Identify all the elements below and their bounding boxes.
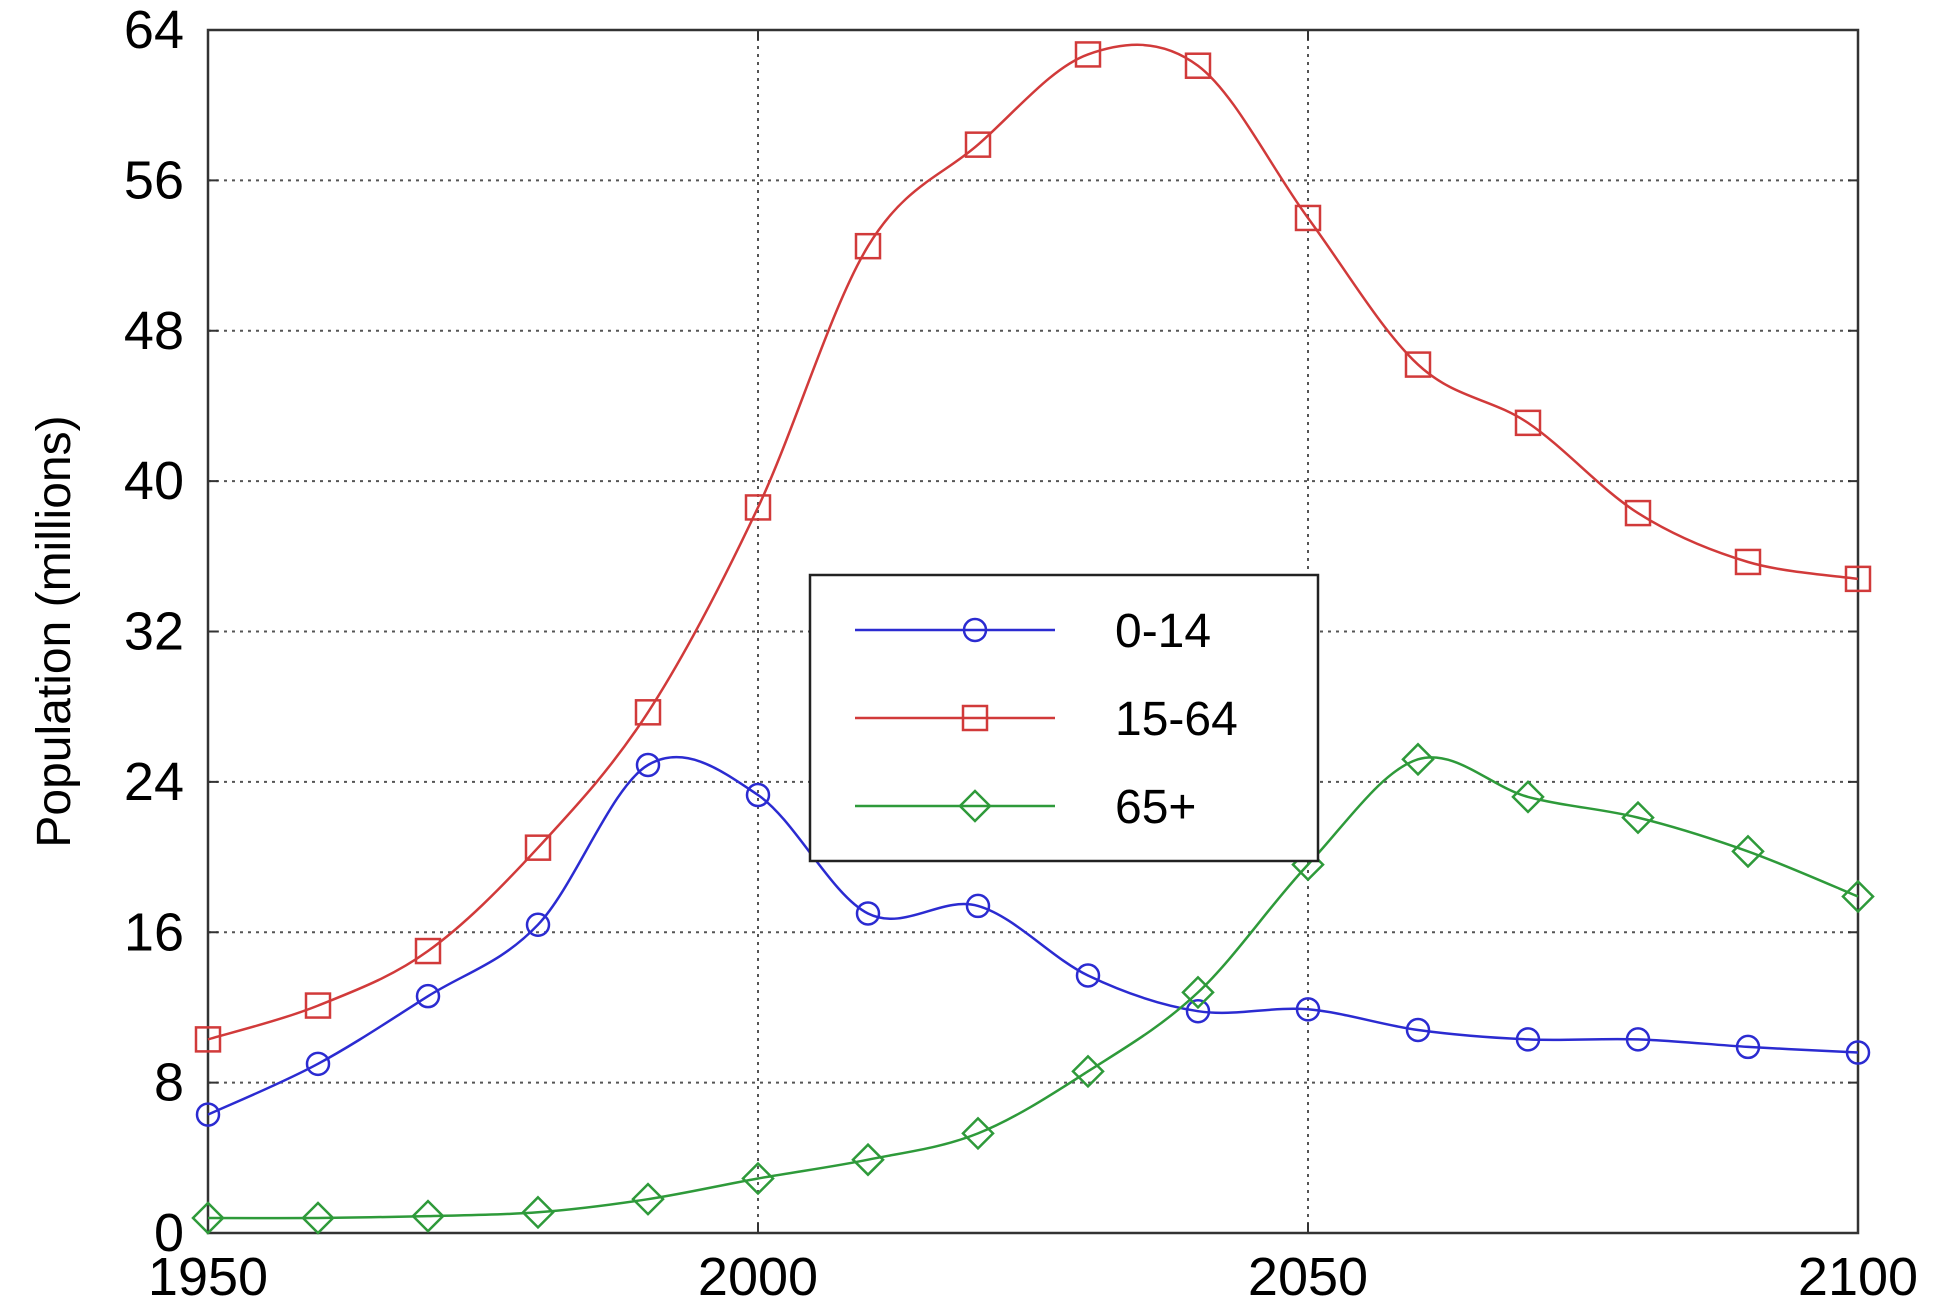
data-point-circle bbox=[525, 912, 551, 937]
legend-box bbox=[808, 573, 1320, 863]
x-tick-label: 2100 bbox=[1798, 1247, 1918, 1307]
y-tick-label: 56 bbox=[124, 150, 184, 210]
data-point-circle bbox=[1845, 1040, 1871, 1065]
data-point-circle bbox=[415, 983, 441, 1009]
y-tick-label: 64 bbox=[124, 0, 184, 60]
x-axis-ticks: 1950 2000 2050 2100 bbox=[148, 30, 1918, 1307]
y-axis-ticks: 0 8 16 24 32 40 48 56 64 bbox=[124, 0, 1858, 1263]
data-point-circle bbox=[745, 782, 771, 808]
data-point-diamond bbox=[411, 1199, 445, 1233]
y-tick-label: 16 bbox=[124, 902, 184, 962]
y-tick-label: 8 bbox=[154, 1053, 184, 1113]
legend-marker-diamond bbox=[958, 789, 992, 823]
data-point-diamond bbox=[1621, 800, 1655, 835]
data-point-square bbox=[304, 992, 332, 1019]
data-point-square bbox=[634, 699, 662, 726]
y-tick-label: 32 bbox=[124, 602, 184, 662]
data-point-diamond bbox=[1841, 879, 1875, 914]
series-layer bbox=[191, 41, 1875, 1235]
series-65+ bbox=[191, 742, 1875, 1235]
data-point-circle bbox=[855, 901, 881, 926]
series-line bbox=[207, 756, 1859, 1220]
x-tick-label: 1950 bbox=[148, 1247, 268, 1307]
data-point-diamond bbox=[631, 1182, 665, 1216]
data-point-diamond bbox=[1401, 742, 1435, 777]
data-point-square bbox=[1624, 499, 1652, 527]
legend: 0-14 15-64 65+ bbox=[808, 573, 1320, 863]
series-0-14 bbox=[195, 752, 1871, 1127]
data-point-diamond bbox=[1511, 780, 1545, 814]
series-15-64 bbox=[194, 41, 1872, 1053]
data-point-diamond bbox=[301, 1201, 335, 1235]
y-tick-label: 40 bbox=[124, 451, 184, 511]
y-tick-label: 48 bbox=[124, 301, 184, 361]
data-point-circle bbox=[1295, 997, 1321, 1022]
x-tick-label: 2000 bbox=[698, 1247, 818, 1307]
data-point-diamond bbox=[961, 1116, 995, 1151]
data-point-diamond bbox=[1071, 1054, 1105, 1089]
data-point-circle bbox=[1075, 963, 1101, 988]
data-point-diamond bbox=[741, 1161, 775, 1196]
data-point-circle bbox=[635, 752, 661, 778]
data-point-circle bbox=[1185, 998, 1211, 1024]
data-point-diamond bbox=[851, 1142, 885, 1177]
legend-marker-circle bbox=[962, 617, 988, 643]
data-point-square bbox=[1294, 204, 1322, 232]
y-tick-label: 24 bbox=[124, 752, 184, 812]
data-point-circle bbox=[305, 1051, 331, 1077]
y-tick-label: 0 bbox=[154, 1203, 184, 1263]
data-point-diamond bbox=[1731, 834, 1765, 869]
y-axis-label: Population (millions) bbox=[28, 415, 81, 847]
data-point-square bbox=[964, 131, 992, 158]
data-point-square bbox=[854, 232, 882, 260]
legend-label: 0-14 bbox=[1115, 605, 1211, 658]
legend-item-15-64: 15-64 bbox=[855, 693, 1238, 746]
legend-label: 15-64 bbox=[1115, 693, 1238, 746]
data-point-circle bbox=[1515, 1027, 1541, 1052]
data-point-square bbox=[1184, 52, 1212, 79]
data-point-square bbox=[1404, 351, 1432, 378]
legend-item-0-14: 0-14 bbox=[855, 605, 1211, 658]
data-point-circle bbox=[1405, 1017, 1431, 1043]
data-point-circle bbox=[195, 1102, 221, 1127]
data-point-circle bbox=[1625, 1027, 1651, 1052]
legend-item-65+: 65+ bbox=[855, 781, 1196, 834]
data-point-square bbox=[194, 1026, 222, 1053]
data-point-diamond bbox=[191, 1201, 225, 1235]
data-point-square bbox=[1734, 548, 1762, 576]
series-line bbox=[207, 43, 1859, 1041]
data-point-square bbox=[1074, 41, 1102, 68]
legend-marker-square bbox=[961, 704, 989, 732]
data-point-circle bbox=[965, 893, 991, 919]
series-line bbox=[207, 755, 1859, 1116]
legend-label: 65+ bbox=[1115, 781, 1196, 834]
data-point-square bbox=[744, 494, 772, 521]
data-point-diamond bbox=[521, 1195, 555, 1230]
x-tick-label: 2050 bbox=[1248, 1247, 1368, 1307]
data-point-square bbox=[524, 834, 552, 861]
data-point-circle bbox=[1735, 1034, 1761, 1060]
data-point-square bbox=[1844, 565, 1872, 593]
data-point-diamond bbox=[1181, 975, 1215, 1010]
data-point-square bbox=[1514, 409, 1542, 437]
data-point-square bbox=[414, 937, 442, 965]
